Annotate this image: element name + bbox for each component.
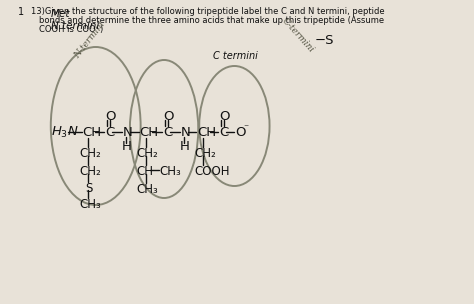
Text: O: O xyxy=(106,109,116,123)
Text: C: C xyxy=(106,126,115,139)
Text: CH: CH xyxy=(82,126,101,139)
Text: 13)Given the structure of the following tripeptide label the C and N termini, pe: 13)Given the structure of the following … xyxy=(31,7,385,16)
Text: COOH: COOH xyxy=(194,165,230,178)
Text: O: O xyxy=(219,109,229,123)
Text: O: O xyxy=(163,109,173,123)
Text: C: C xyxy=(219,126,228,139)
Text: S: S xyxy=(85,182,92,195)
Text: CH₂: CH₂ xyxy=(194,147,216,160)
Text: H: H xyxy=(122,140,132,153)
Text: C: C xyxy=(163,126,173,139)
Text: CH: CH xyxy=(140,126,159,139)
Text: COOH is COO⁻): COOH is COO⁻) xyxy=(39,25,103,34)
Text: O: O xyxy=(236,126,246,139)
Text: −S: −S xyxy=(314,34,334,47)
Text: CH₃: CH₃ xyxy=(79,198,101,211)
Text: $H_3N$: $H_3N$ xyxy=(51,124,79,140)
Text: CH₃: CH₃ xyxy=(137,183,158,196)
Text: C-termini: C-termini xyxy=(280,16,316,54)
Text: bonds and determine the three amino acids that make up this tripeptide (Assume: bonds and determine the three amino acid… xyxy=(39,16,384,25)
Text: CH₂: CH₂ xyxy=(137,147,158,160)
Text: Met: Met xyxy=(51,9,70,19)
Text: CH₃: CH₃ xyxy=(159,165,181,178)
Text: CH: CH xyxy=(197,126,217,139)
Text: CH: CH xyxy=(137,165,154,178)
Text: H: H xyxy=(180,140,190,153)
Text: N-termini: N-termini xyxy=(72,20,107,60)
Text: ⁻: ⁻ xyxy=(243,123,248,133)
Text: 1: 1 xyxy=(18,7,24,17)
Text: N: N xyxy=(181,126,191,139)
Text: CH₂: CH₂ xyxy=(79,147,101,160)
Text: N termini: N termini xyxy=(51,21,99,31)
Text: N: N xyxy=(123,126,133,139)
Text: C termini: C termini xyxy=(213,51,258,61)
Text: CH₂: CH₂ xyxy=(79,165,101,178)
